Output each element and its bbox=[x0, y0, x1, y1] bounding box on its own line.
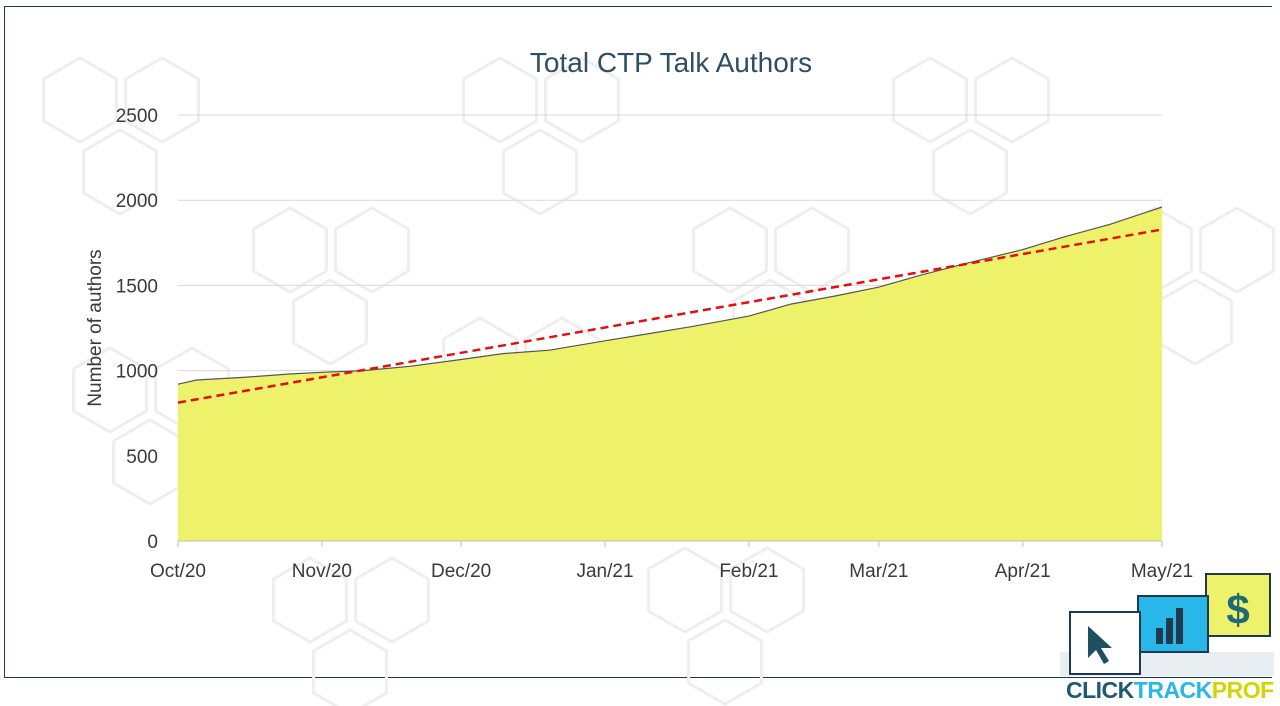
watermark-hexagon bbox=[292, 278, 368, 366]
svg-text:CLICKTRACKPROFIT: CLICKTRACKPROFIT bbox=[1066, 677, 1274, 703]
watermark-hexagon bbox=[932, 128, 1008, 216]
watermark-hexagon bbox=[354, 556, 430, 644]
watermark-hexagon bbox=[124, 56, 200, 144]
watermark-hexagon bbox=[1157, 278, 1233, 366]
y-tick-label: 2500 bbox=[116, 106, 158, 127]
watermark-hexagon bbox=[1199, 206, 1275, 294]
logo-word-click: CLICK bbox=[1066, 677, 1135, 703]
logo-bar-shape bbox=[1176, 608, 1183, 644]
watermark-hexagon bbox=[892, 56, 968, 144]
logo-word-track: TRACK bbox=[1134, 677, 1213, 703]
watermark-hexagon bbox=[312, 628, 388, 706]
y-tick-label: 500 bbox=[126, 447, 158, 468]
y-axis-label: Number of authors bbox=[85, 249, 106, 406]
watermark-hexagon bbox=[462, 56, 538, 144]
watermark-hexagon bbox=[42, 56, 118, 144]
logo-cursor-box bbox=[1069, 611, 1141, 675]
chart-title: Total CTP Talk Authors bbox=[530, 47, 812, 78]
x-axis-ticks: Oct/20 Nov/20 Dec/20 Jan/21 Feb/21 Mar/21 Apr/… bbox=[150, 541, 1193, 582]
area-series bbox=[178, 207, 1162, 541]
x-tick-label: Jan/21 bbox=[576, 561, 633, 582]
logo-bar-shape bbox=[1156, 628, 1163, 644]
watermark-hexagon bbox=[692, 206, 768, 294]
cursor-icon bbox=[1088, 626, 1112, 664]
x-tick-label: May/21 bbox=[1131, 561, 1193, 582]
watermark-hexagon bbox=[687, 618, 763, 706]
x-tick-label: Dec/20 bbox=[431, 561, 491, 582]
trendline bbox=[177, 228, 1163, 404]
watermark-hexagon bbox=[272, 556, 348, 644]
y-tick-label: 1000 bbox=[116, 362, 158, 383]
logo-bar-shape bbox=[1166, 618, 1173, 644]
x-tick-label: Nov/20 bbox=[292, 561, 352, 582]
bar-chart-icon bbox=[1156, 608, 1183, 644]
x-tick-label: Feb/21 bbox=[719, 561, 778, 582]
watermark-hexagon bbox=[774, 206, 850, 294]
clicktrackprofit-logo: $ CLICKTRACKPROFIT bbox=[1060, 573, 1274, 703]
watermark-hexagon bbox=[72, 346, 148, 434]
watermark-hexagon bbox=[252, 206, 328, 294]
logo-dollar-box bbox=[1205, 573, 1271, 637]
logo-word-profit: PROFIT bbox=[1212, 677, 1274, 703]
y-tick-label: 1500 bbox=[116, 276, 158, 297]
watermark-hexagon bbox=[974, 56, 1050, 144]
area-series-line bbox=[177, 206, 1163, 385]
y-tick-label: 0 bbox=[147, 532, 158, 553]
x-tick-label: Oct/20 bbox=[150, 561, 206, 582]
x-tick-label: Apr/21 bbox=[995, 561, 1051, 582]
watermark-hexagon bbox=[729, 546, 805, 634]
y-tick-label: 2000 bbox=[116, 191, 158, 212]
chart-frame bbox=[4, 6, 1272, 678]
y-axis-ticks: 0 500 1000 1500 2000 2500 bbox=[116, 106, 158, 553]
watermark-hexagon bbox=[647, 546, 723, 634]
dollar-icon: $ bbox=[1226, 586, 1249, 633]
watermark-hexagon bbox=[502, 128, 578, 216]
watermark-hexagon bbox=[334, 206, 410, 294]
watermark-hexagon bbox=[82, 128, 158, 216]
x-tick-label: Mar/21 bbox=[849, 561, 908, 582]
watermark-hexagon bbox=[544, 56, 620, 144]
